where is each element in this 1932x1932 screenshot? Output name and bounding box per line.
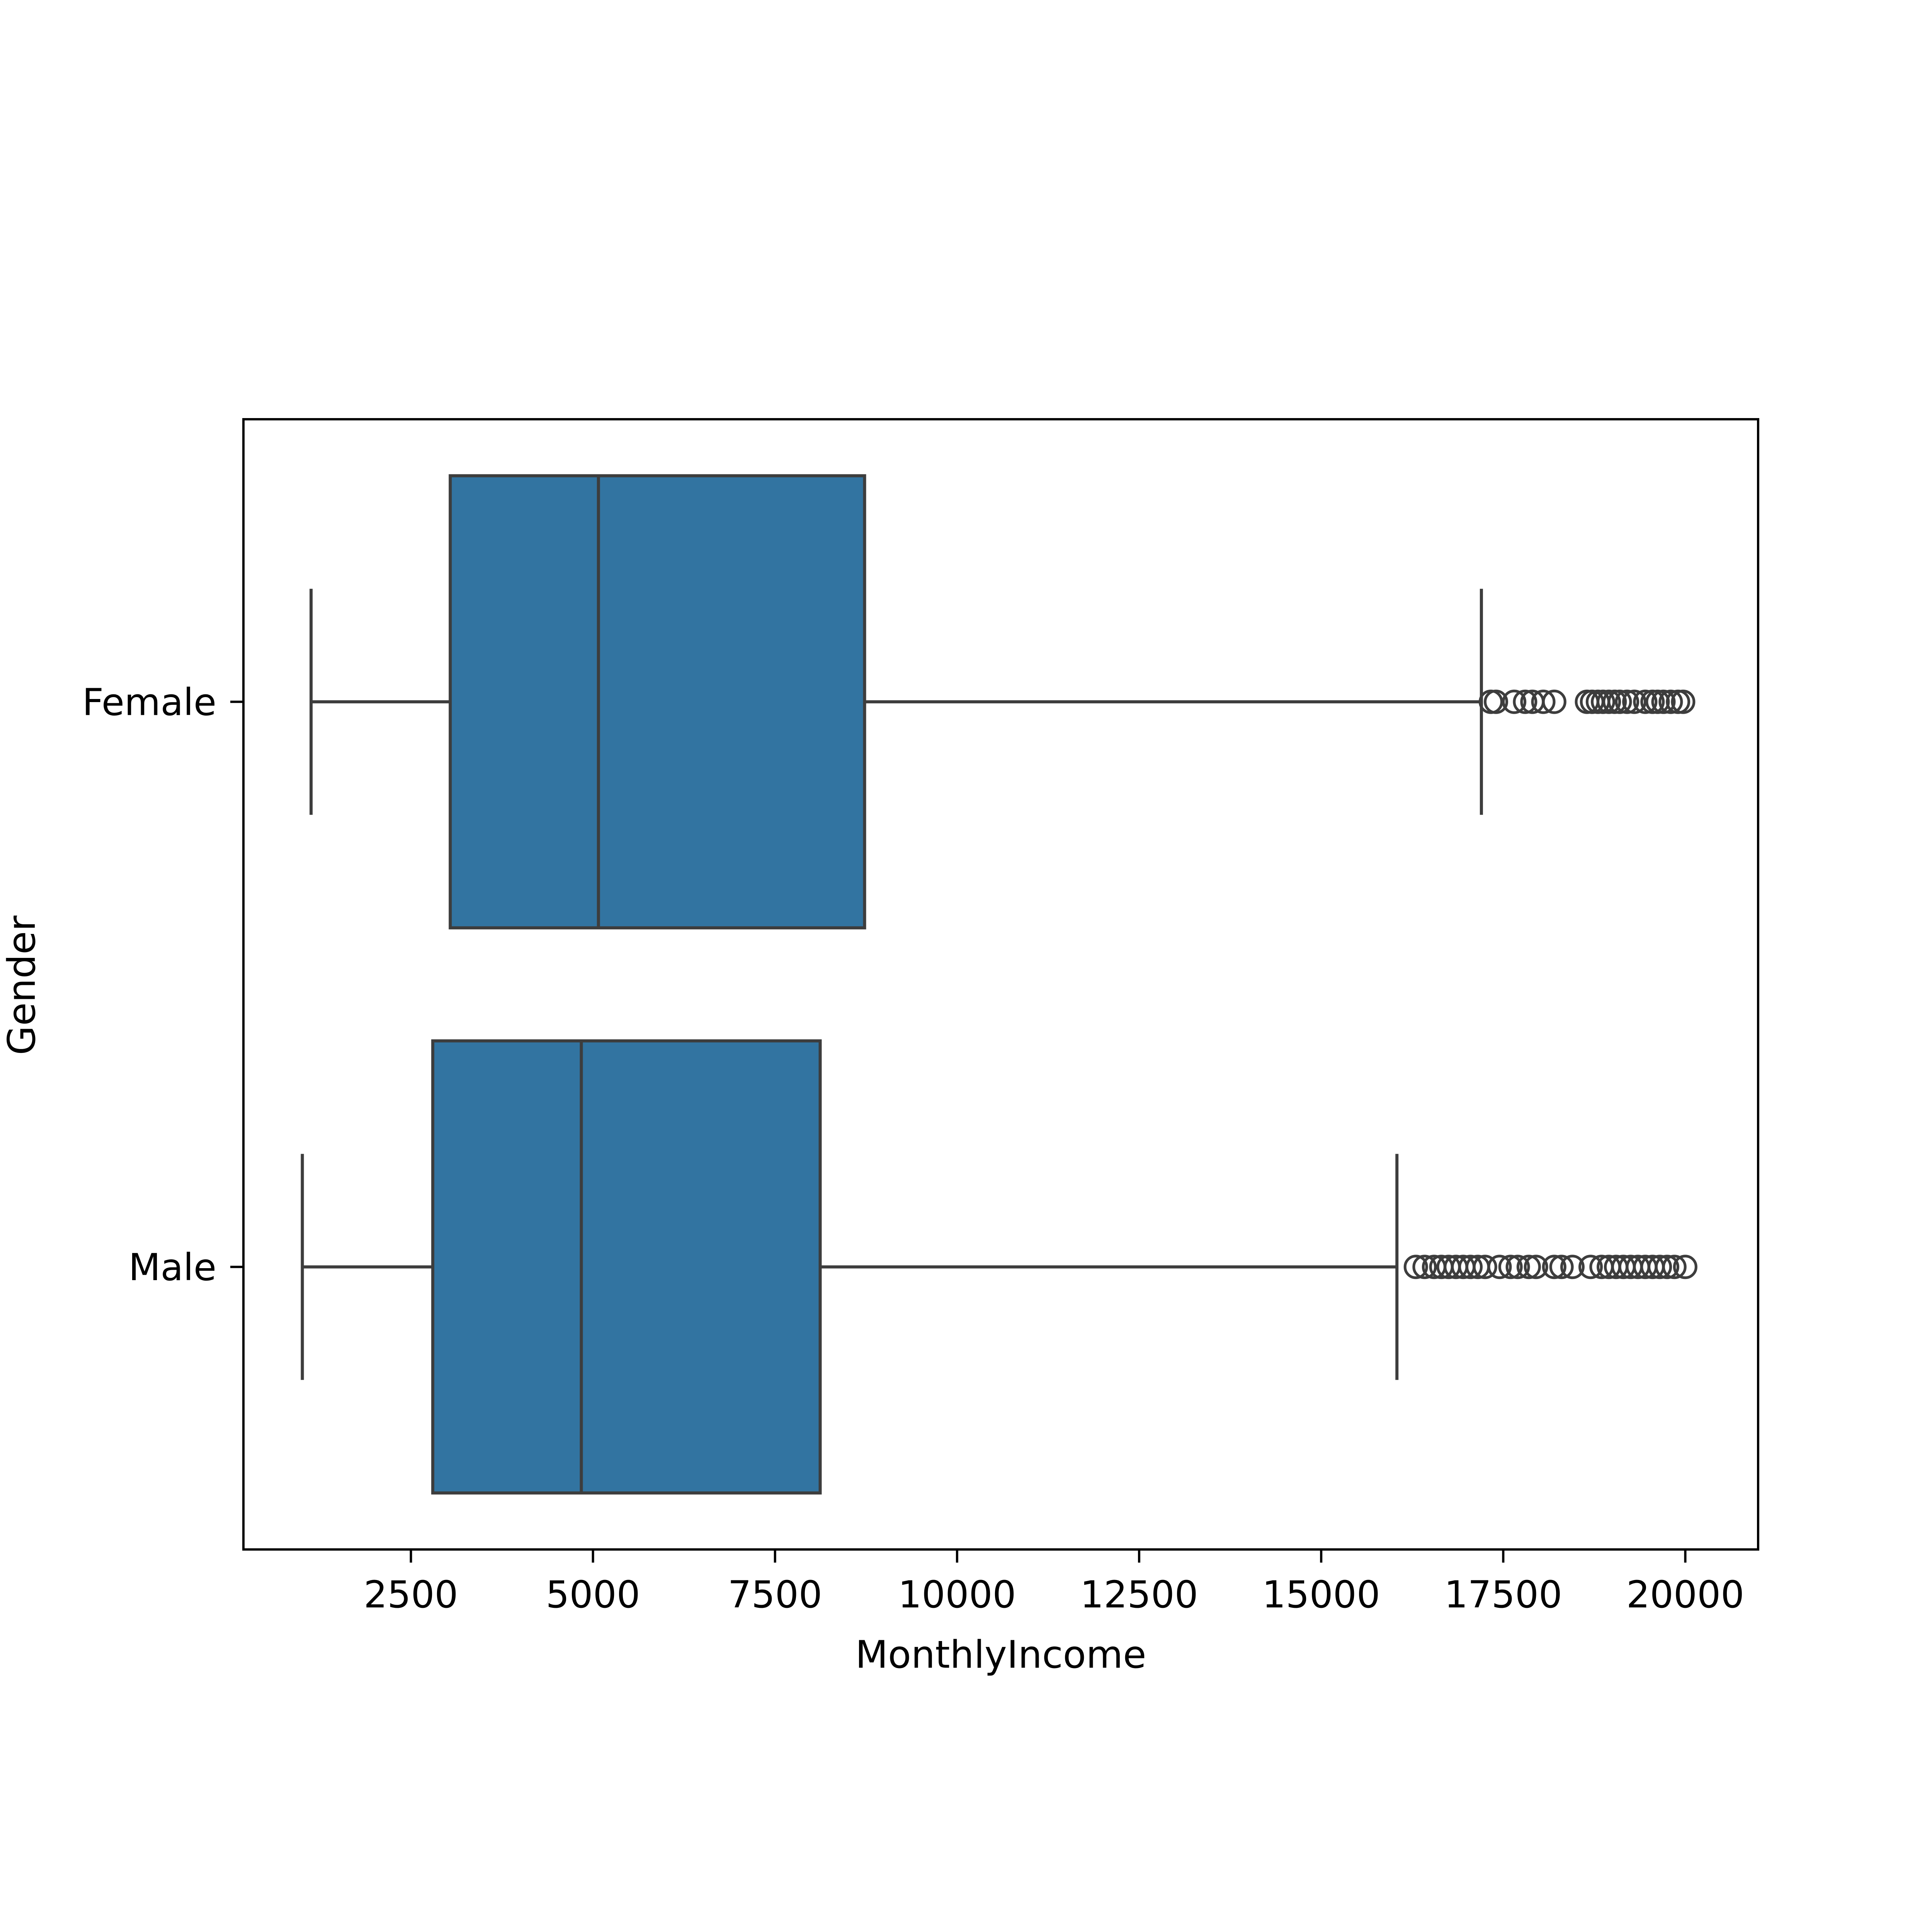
outlier-point: [1542, 1255, 1566, 1279]
x-tick-label: 20000: [1626, 1573, 1744, 1616]
x-tick-label: 15000: [1262, 1573, 1380, 1616]
outlier-point: [1531, 689, 1556, 714]
outlier-point: [1498, 1255, 1523, 1279]
iqr-box: [431, 1039, 822, 1495]
outlier-point: [1516, 1255, 1541, 1279]
x-tick-label: 12500: [1080, 1573, 1198, 1616]
outlier-point: [1651, 689, 1676, 714]
outlier-point: [1578, 1255, 1603, 1279]
box-group-male: [301, 1039, 1697, 1495]
outlier-point: [1458, 1255, 1483, 1279]
outlier-point: [1473, 1255, 1497, 1279]
outlier-point: [1484, 689, 1509, 714]
axes-frame: [242, 418, 1759, 1551]
outlier-point: [1633, 689, 1658, 714]
outlier-point: [1658, 689, 1683, 714]
outlier-point: [1622, 689, 1647, 714]
outlier-point: [1648, 1255, 1672, 1279]
x-tick-label: 10000: [898, 1573, 1016, 1616]
outlier-point: [1591, 689, 1616, 714]
outlier-point: [1505, 1255, 1530, 1279]
x-tick-label: 17500: [1444, 1573, 1562, 1616]
y-axis-ticks: Female Male: [82, 680, 243, 1289]
plot-area: [301, 474, 1697, 1495]
outlier-point: [1615, 689, 1639, 714]
outlier-point: [1662, 1255, 1687, 1279]
outlier-point: [1549, 1255, 1574, 1279]
outlier-point: [1513, 689, 1537, 714]
outlier-point: [1412, 1255, 1437, 1279]
outlier-point: [1560, 1255, 1585, 1279]
y-axis-title: Gender: [0, 915, 44, 1055]
y-tick-label: Female: [82, 680, 216, 724]
outlier-point: [1655, 1255, 1679, 1279]
x-axis-title: MonthlyIncome: [855, 1633, 1146, 1677]
y-tick-label: Male: [129, 1246, 216, 1289]
outlier-point: [1502, 689, 1527, 714]
outlier-point: [1671, 689, 1696, 714]
box-group-female: [310, 474, 1696, 930]
x-tick-label: 7500: [728, 1573, 822, 1616]
x-tick-label: 5000: [546, 1573, 640, 1616]
outlier-point: [1673, 1255, 1697, 1279]
iqr-box: [449, 474, 866, 930]
outlier-point: [1597, 689, 1621, 714]
outlier-point: [1487, 1255, 1512, 1279]
outlier-point: [1524, 1255, 1548, 1279]
x-axis-ticks: 2500 5000 7500 10000 12500 15000 17500 20000: [364, 1549, 1744, 1616]
x-tick-label: 2500: [364, 1573, 458, 1616]
outlier-point: [1542, 689, 1566, 714]
outlier-point: [1607, 689, 1632, 714]
outlier-point: [1403, 1255, 1428, 1279]
